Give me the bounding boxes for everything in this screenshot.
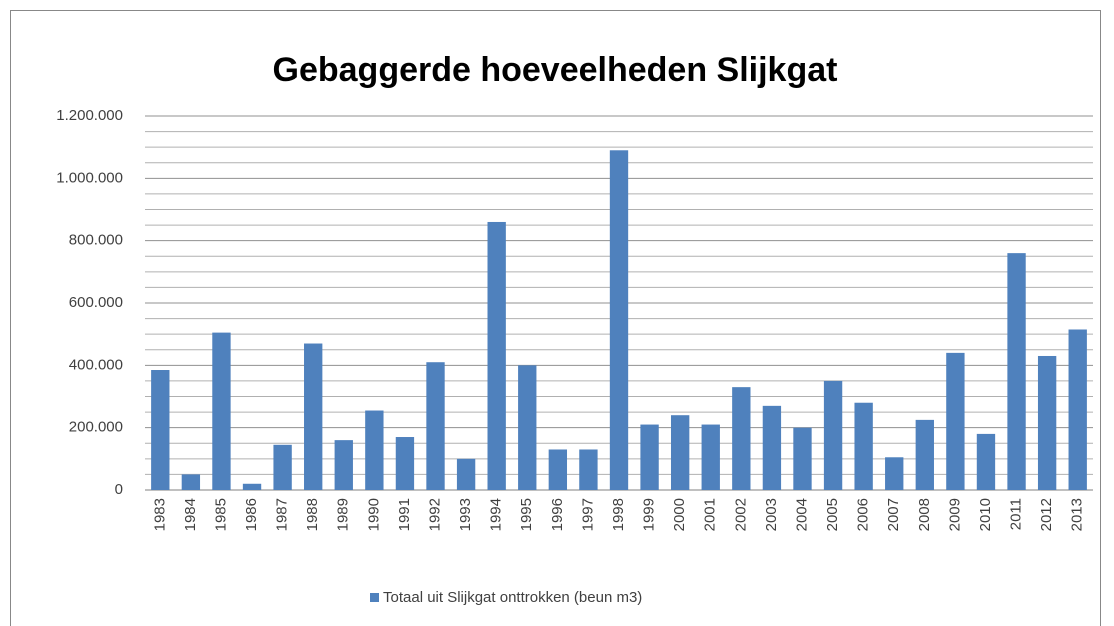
x-tick-label: 1987	[274, 498, 291, 531]
bar	[334, 440, 353, 490]
x-tick-label: 1984	[182, 498, 199, 531]
bar	[1068, 329, 1087, 490]
bar	[732, 387, 751, 490]
x-tick-label: 2000	[671, 498, 688, 531]
x-tick-label: 2012	[1038, 498, 1055, 531]
bar	[915, 419, 934, 490]
x-tick-label: 2011	[1008, 498, 1025, 530]
y-tick-label: 200.000	[69, 419, 123, 436]
bar	[793, 427, 812, 490]
x-tick-label: 1999	[641, 498, 658, 531]
bar	[579, 449, 598, 490]
x-tick-label: 1989	[335, 498, 352, 531]
x-tick-label: 1994	[488, 498, 505, 531]
bar	[456, 458, 476, 490]
bar	[1037, 355, 1057, 490]
bar	[426, 362, 445, 490]
x-tick-label: 1983	[151, 498, 168, 531]
y-tick-label: 1.200.000	[56, 107, 123, 124]
x-tick-label: 2013	[1069, 498, 1086, 531]
x-tick-label: 1996	[549, 498, 566, 531]
bar	[762, 405, 782, 490]
x-tick-label: 1985	[212, 498, 229, 531]
bar	[242, 483, 262, 490]
bar	[823, 380, 843, 490]
bar	[701, 424, 720, 490]
bar	[548, 449, 568, 490]
x-tick-label: 1988	[304, 498, 321, 531]
bar	[487, 221, 506, 490]
y-tick-label: 1.000.000	[56, 169, 123, 186]
x-tick-label: 2008	[916, 498, 933, 531]
bar	[304, 343, 323, 490]
x-tick-label: 2007	[885, 498, 902, 531]
x-tick-label: 1990	[365, 498, 382, 531]
x-tick-label: 2003	[763, 498, 780, 531]
x-tick-label: 1995	[518, 498, 535, 531]
bar	[212, 332, 231, 490]
y-tick-label: 800.000	[69, 232, 123, 249]
bar	[976, 433, 996, 490]
x-tick-label: 2001	[702, 498, 719, 531]
x-tick-label: 2002	[732, 498, 749, 531]
x-tick-label: 2004	[793, 498, 810, 531]
bar	[273, 444, 292, 490]
x-tick-label: 1991	[396, 498, 413, 531]
bar	[640, 424, 659, 490]
y-tick-label: 600.000	[69, 294, 123, 311]
x-tick-label: 1992	[426, 498, 443, 531]
y-tick-label: 0	[115, 481, 123, 498]
bar	[946, 352, 965, 490]
bar	[609, 150, 629, 491]
bar	[365, 410, 384, 490]
legend-label: Totaal uit Slijkgat onttrokken (beun m3)	[383, 589, 642, 606]
x-tick-label: 2010	[977, 498, 994, 531]
bar	[181, 474, 201, 490]
bar	[885, 457, 904, 490]
x-tick-label: 1986	[243, 498, 260, 531]
x-tick-label: 1998	[610, 498, 627, 531]
x-tick-label: 1997	[579, 498, 596, 531]
bar	[854, 402, 873, 490]
chart-title: Gebaggerde hoeveelheden Slijkgat	[273, 51, 838, 89]
bar	[151, 370, 170, 490]
bar	[670, 415, 690, 490]
bar	[395, 437, 415, 490]
y-tick-label: 400.000	[69, 356, 123, 373]
x-tick-label: 2006	[855, 498, 872, 531]
bar	[518, 365, 537, 490]
bar	[1007, 253, 1026, 490]
x-tick-label: 2005	[824, 498, 841, 531]
x-tick-label: 1993	[457, 498, 474, 531]
legend-swatch	[370, 593, 379, 602]
x-tick-label: 2009	[946, 498, 963, 531]
